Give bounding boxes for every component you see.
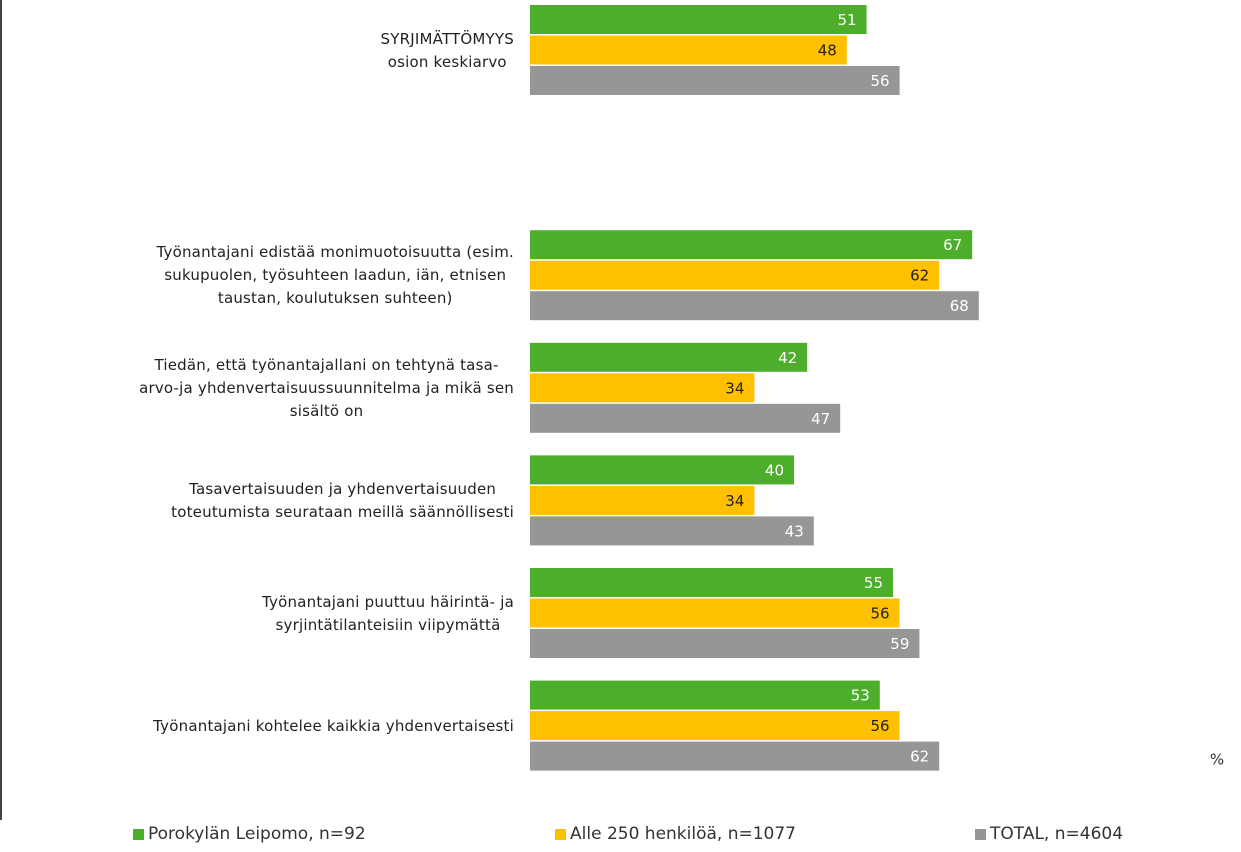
bar: [530, 711, 900, 741]
value-label: 56: [871, 717, 890, 735]
bar: [530, 598, 900, 628]
value-label: 34: [725, 379, 744, 397]
legend-item: Porokylän Leipomo, n=92: [133, 824, 366, 844]
bar: [530, 5, 867, 34]
bar: [530, 741, 940, 771]
bar: [530, 403, 841, 433]
value-label: 40: [765, 461, 784, 479]
bar: [530, 291, 979, 321]
value-label: 55: [864, 574, 883, 592]
value-label: 43: [785, 522, 804, 540]
value-label: 56: [871, 72, 890, 90]
legend-swatch: [555, 828, 566, 840]
category-label: Työnantajani kohtelee kaikkia yhdenverta…: [153, 716, 514, 735]
bar: [530, 455, 794, 485]
category-label: Työnantajani edistää monimuotoisuutta (e…: [156, 243, 514, 308]
value-label: 42: [778, 349, 797, 367]
bar: [530, 260, 940, 290]
legend-swatch: [133, 828, 144, 840]
value-label: 62: [910, 748, 929, 766]
legend-label: Porokylän Leipomo, n=92: [148, 824, 366, 844]
bar: [530, 35, 847, 65]
category-label: Tiedän, että työnantajallani on tehtynä …: [139, 356, 514, 421]
value-label: 47: [811, 410, 830, 428]
bar: [530, 680, 880, 710]
value-label: 59: [890, 635, 909, 653]
value-label: 56: [871, 605, 890, 623]
bar: [530, 629, 920, 658]
unit-label: %: [1210, 751, 1224, 769]
category-label: Tasavertaisuuden ja yhdenvertaisuuden to…: [171, 480, 514, 522]
legend-swatch: [975, 828, 986, 840]
legend-item: TOTAL, n=4604: [975, 824, 1123, 844]
bar: [530, 230, 973, 260]
legend-label: Alle 250 henkilöä, n=1077: [570, 824, 796, 844]
value-label: 67: [943, 236, 962, 254]
bar: [530, 568, 893, 597]
bar: [530, 373, 755, 403]
value-label: 68: [950, 297, 969, 315]
category-label: Työnantajani puuttuu häirintä- ja syrjin…: [262, 592, 514, 634]
value-label: 48: [818, 42, 837, 60]
bar: [530, 66, 900, 95]
value-label: 53: [851, 687, 870, 705]
value-label: 62: [910, 267, 929, 285]
bar: [530, 342, 808, 372]
bar: [530, 485, 755, 515]
legend-label: TOTAL, n=4604: [990, 824, 1124, 844]
category-label: SYRJIMÄTTÖMYYS osion keskiarvo: [380, 29, 514, 71]
value-label: 34: [725, 492, 744, 510]
value-label: 51: [838, 11, 857, 29]
bar: [530, 516, 814, 546]
legend-item: Alle 250 henkilöä, n=1077: [555, 824, 796, 844]
